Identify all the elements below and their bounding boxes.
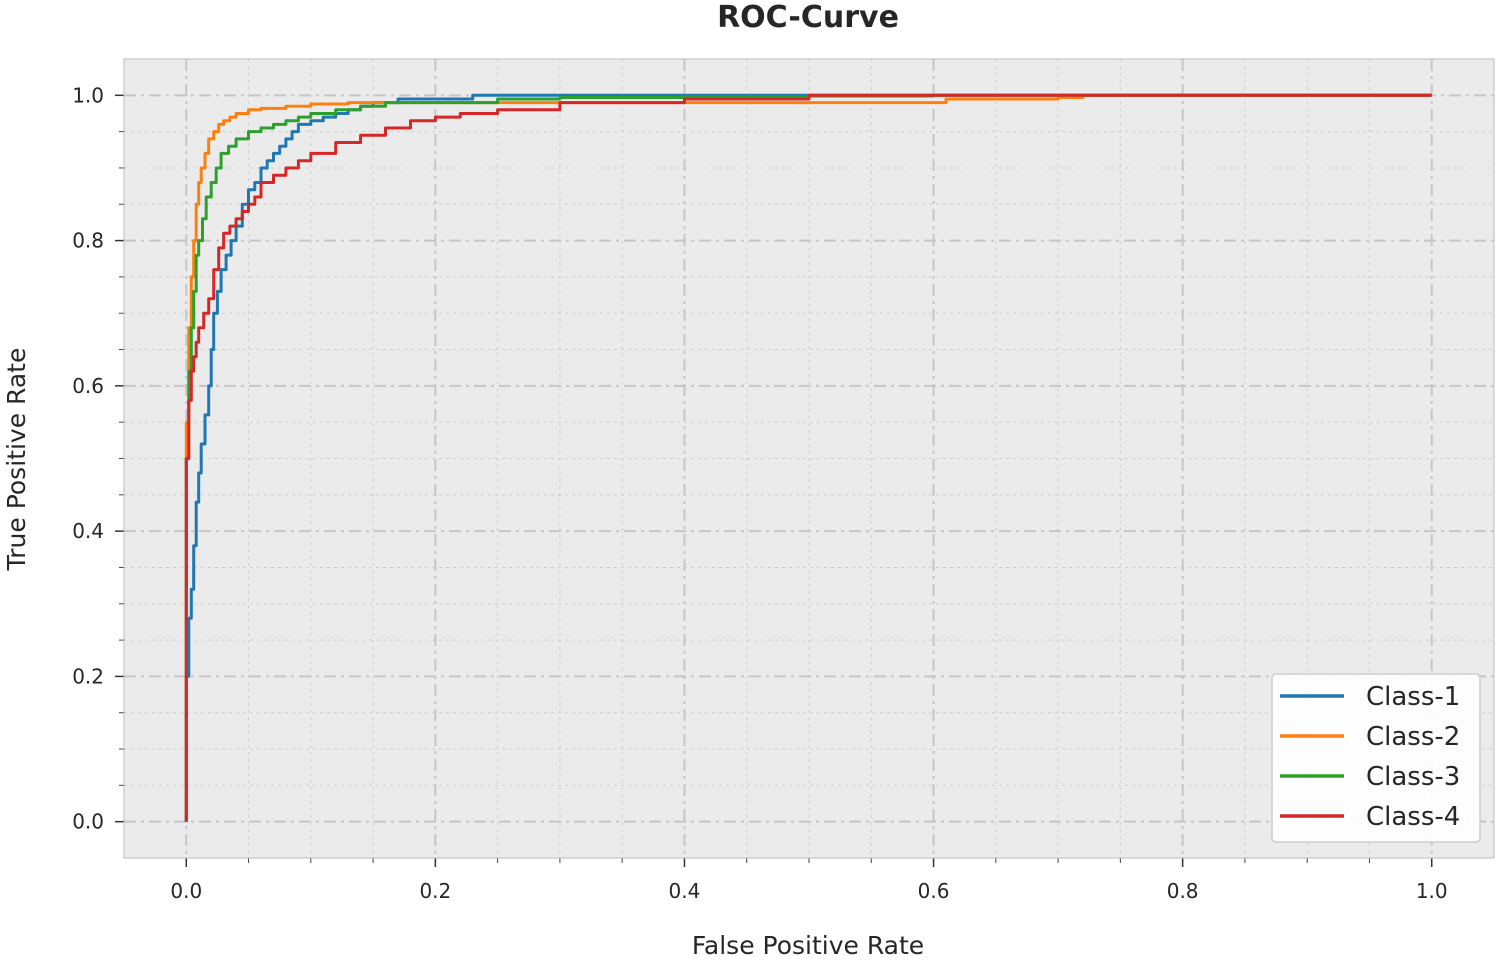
y-tick-label: 0.4 <box>72 519 104 543</box>
series-line-class-3 <box>184 93 1432 822</box>
legend-label-class-4: Class-4 <box>1366 802 1460 832</box>
x-axis-label: False Positive Rate <box>692 931 924 960</box>
x-tick-label: 0.8 <box>1167 879 1199 903</box>
series-line-class-4 <box>184 93 1432 822</box>
y-axis-label: True Positive Rate <box>2 348 31 572</box>
legend-box <box>1271 673 1481 843</box>
series-line-class-2 <box>184 93 1432 822</box>
y-tick-label: 0.6 <box>72 374 104 398</box>
legend-label-class-1: Class-1 <box>1366 682 1460 712</box>
x-tick-label: 0.2 <box>419 879 451 903</box>
chart-title: ROC-Curve <box>717 0 899 35</box>
x-tick-label: 0.4 <box>669 879 701 903</box>
x-tick-label: 1.0 <box>1416 879 1448 903</box>
y-tick-label: 0.8 <box>72 229 104 253</box>
y-tick-label: 0.0 <box>72 810 104 834</box>
axis-ticks: 0.0 0.2 0.4 0.6 0.8 1.0 0.0 0.2 0.4 0.6 0.8 1.0 <box>72 83 1447 903</box>
y-tick-label: 0.2 <box>72 664 104 688</box>
x-tick-label: 0.0 <box>170 879 202 903</box>
legend: Class-1 Class-2 Class-3 Class-4 <box>1271 673 1481 843</box>
series-lines <box>184 93 1432 822</box>
legend-label-class-3: Class-3 <box>1366 762 1460 792</box>
y-tick-label: 1.0 <box>72 83 104 107</box>
x-tick-label: 0.6 <box>918 879 950 903</box>
legend-label-class-2: Class-2 <box>1366 722 1460 752</box>
plot-frame <box>123 58 1495 859</box>
